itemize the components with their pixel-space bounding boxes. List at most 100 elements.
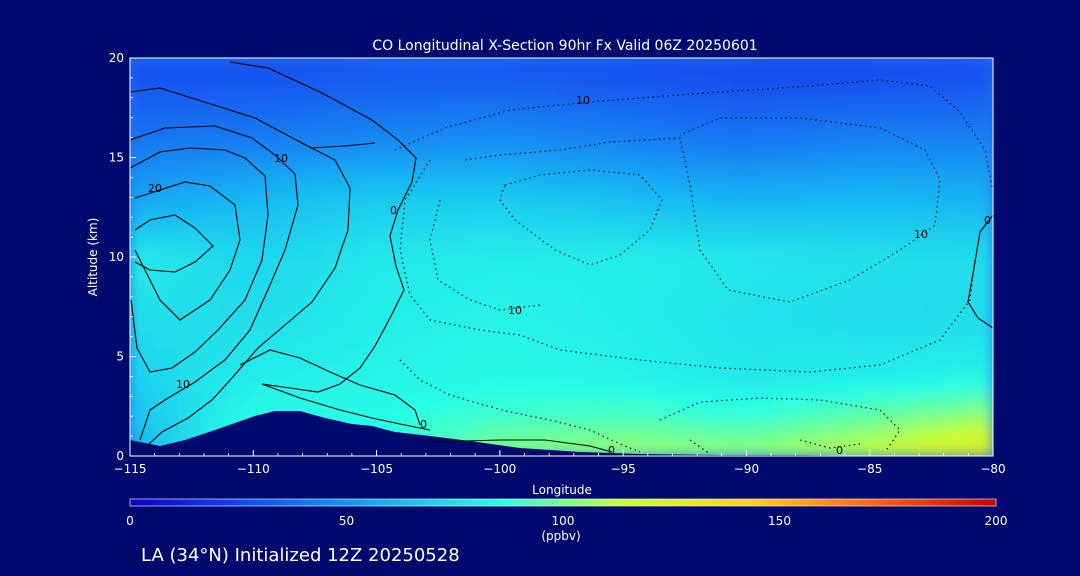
field-cell bbox=[296, 393, 323, 412]
field-cell bbox=[320, 317, 347, 335]
field-cell bbox=[224, 286, 251, 304]
field-cell bbox=[656, 409, 683, 427]
field-cell bbox=[704, 301, 731, 320]
field-cell bbox=[392, 363, 419, 381]
field-cell bbox=[152, 72, 179, 90]
field-cell bbox=[608, 439, 635, 456]
field-cell bbox=[704, 332, 731, 350]
field-cell bbox=[800, 301, 827, 320]
field-cell bbox=[440, 194, 467, 213]
field-cell bbox=[152, 409, 179, 427]
field-cell bbox=[752, 439, 779, 456]
field-cell bbox=[656, 225, 683, 243]
field-cell bbox=[848, 256, 875, 274]
field-cell bbox=[920, 210, 947, 228]
field-cell bbox=[464, 210, 491, 228]
field-cell bbox=[584, 133, 611, 151]
field-cell bbox=[584, 332, 611, 350]
field-cell bbox=[800, 72, 827, 90]
field-cell bbox=[872, 72, 899, 90]
field-cell bbox=[968, 317, 993, 335]
field-cell bbox=[896, 133, 923, 151]
field-cell bbox=[272, 225, 299, 243]
field-cell bbox=[632, 363, 659, 381]
field-cell bbox=[152, 240, 179, 258]
field-cell bbox=[176, 393, 203, 412]
chart-title: CO Longitudinal X-Section 90hr Fx Valid … bbox=[372, 38, 757, 54]
field-cell bbox=[416, 393, 443, 412]
field-cell bbox=[656, 72, 683, 90]
field-cell bbox=[968, 393, 993, 412]
field-cell bbox=[536, 58, 563, 75]
field-cell bbox=[704, 87, 731, 105]
field-cell bbox=[944, 424, 971, 442]
field-cell bbox=[440, 179, 467, 197]
field-cell bbox=[944, 393, 971, 412]
contour-label-0-low: 0 bbox=[420, 418, 427, 431]
field-cell bbox=[392, 240, 419, 258]
field-cell bbox=[968, 286, 993, 304]
field-cell bbox=[296, 347, 323, 366]
field-cell bbox=[584, 102, 611, 121]
field-cell bbox=[344, 317, 371, 335]
field-cell bbox=[464, 317, 491, 335]
field-cell bbox=[968, 225, 993, 243]
field-cell bbox=[296, 240, 323, 258]
field-cell bbox=[968, 133, 993, 151]
field-cell bbox=[920, 439, 947, 456]
contour-label-0-surface: 0 bbox=[608, 444, 615, 457]
field-cell bbox=[464, 256, 491, 274]
field-cell bbox=[248, 58, 275, 75]
field-cell bbox=[704, 102, 731, 121]
field-cell bbox=[728, 271, 755, 289]
field-cell bbox=[896, 347, 923, 366]
contour-solid-0b bbox=[229, 61, 417, 393]
field-cell bbox=[584, 240, 611, 258]
field-cell bbox=[512, 118, 539, 136]
field-cell bbox=[728, 194, 755, 213]
field-cell bbox=[800, 347, 827, 366]
field-cell bbox=[176, 332, 203, 350]
field-cell bbox=[968, 194, 993, 213]
field-cell bbox=[536, 164, 563, 182]
field-cell bbox=[130, 240, 155, 258]
field-cell bbox=[776, 347, 803, 366]
field-cell bbox=[704, 347, 731, 366]
field-cell bbox=[776, 148, 803, 167]
field-cell bbox=[704, 72, 731, 90]
field-cell bbox=[560, 118, 587, 136]
field-cell bbox=[416, 378, 443, 396]
field-cell bbox=[728, 118, 755, 136]
field-cell bbox=[344, 164, 371, 182]
field-cell bbox=[872, 148, 899, 167]
field-cell bbox=[344, 87, 371, 105]
field-cell bbox=[440, 301, 467, 320]
field-cell bbox=[416, 133, 443, 151]
field-cell bbox=[704, 317, 731, 335]
field-cell bbox=[968, 164, 993, 182]
field-cell bbox=[248, 148, 275, 167]
field-cell bbox=[488, 225, 515, 243]
field-cell bbox=[176, 301, 203, 320]
field-cell bbox=[824, 317, 851, 335]
field-cell bbox=[752, 256, 779, 274]
field-cell bbox=[728, 133, 755, 151]
field-cell bbox=[392, 378, 419, 396]
field-cell bbox=[344, 194, 371, 213]
field-cell bbox=[200, 256, 227, 274]
field-cell bbox=[224, 256, 251, 274]
field-cell bbox=[130, 210, 155, 228]
field-cell bbox=[130, 72, 155, 90]
field-cell bbox=[848, 118, 875, 136]
contour-solid-10a bbox=[130, 147, 269, 373]
field-cell bbox=[776, 58, 803, 75]
field-cell bbox=[416, 179, 443, 197]
field-cell bbox=[368, 148, 395, 167]
x-axis: −115 −110 −105 −100 −95 −90 −85 −80 bbox=[114, 450, 1006, 476]
field-cell bbox=[320, 225, 347, 243]
field-cell bbox=[440, 148, 467, 167]
contour-solid-0c bbox=[261, 383, 431, 431]
field-cell bbox=[632, 332, 659, 350]
field-cell bbox=[920, 102, 947, 121]
